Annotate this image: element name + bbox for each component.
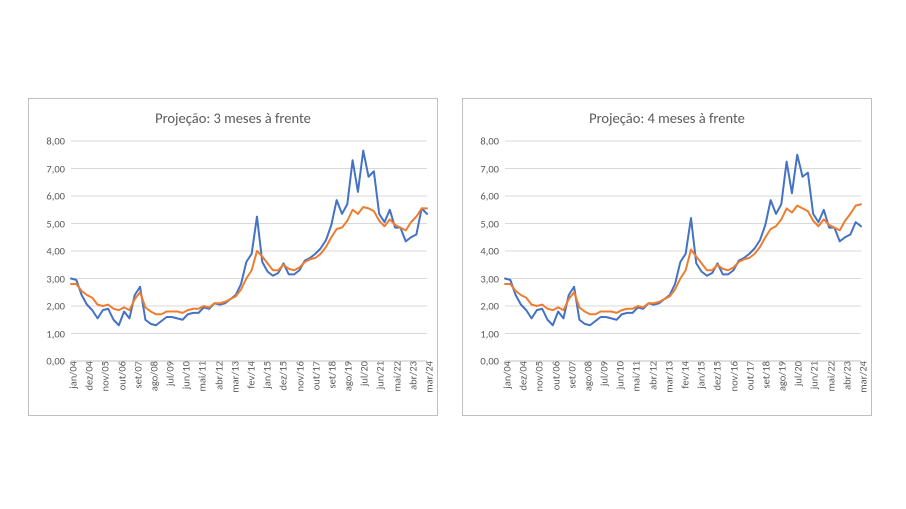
x-tick-label: set/18 [755, 361, 772, 389]
y-tick-label: 7,00 [46, 162, 71, 175]
x-tick-label: dez/15 [707, 361, 724, 391]
chart-title: Projeção: 3 meses à frente [29, 109, 437, 127]
x-tick-label: fev/14 [675, 361, 692, 389]
x-tick-label: nov/16 [723, 361, 740, 391]
y-tick-label: 6,00 [46, 190, 71, 203]
chart-panel-0: Projeção: 3 meses à frente 0,001,002,003,… [28, 98, 438, 416]
x-tick-label: abr/23 [836, 361, 853, 390]
y-tick-label: 5,00 [480, 217, 505, 230]
x-tick-label: out/17 [305, 361, 322, 390]
y-tick-label: 8,00 [480, 135, 505, 148]
x-tick-label: ago/19 [338, 361, 355, 391]
x-tick-label: mar/13 [658, 361, 675, 393]
x-tick-label: ago/08 [577, 361, 594, 391]
y-tick-label: 2,00 [480, 300, 505, 313]
chart-panel-1: Projeção: 4 meses à frente 0,001,002,003,… [462, 98, 872, 416]
x-tick-label: set/18 [321, 361, 338, 389]
x-tick-label: mai/22 [820, 361, 837, 392]
x-tick-label: nov/16 [289, 361, 306, 391]
x-tick-label: mar/24 [853, 361, 870, 393]
series-serie_azul [71, 151, 427, 326]
x-tick-label: dez/04 [513, 361, 530, 391]
plot-area: 0,001,002,003,004,005,006,007,008,00jan/… [505, 141, 861, 361]
x-tick-label: set/07 [127, 361, 144, 389]
x-tick-label: abr/12 [642, 361, 659, 390]
x-tick-label: abr/12 [208, 361, 225, 390]
y-tick-label: 6,00 [480, 190, 505, 203]
x-tick-label: ago/19 [772, 361, 789, 391]
x-tick-label: jan/04 [497, 361, 514, 389]
y-tick-label: 7,00 [480, 162, 505, 175]
x-tick-label: dez/04 [79, 361, 96, 391]
x-tick-label: set/07 [561, 361, 578, 389]
y-tick-label: 3,00 [480, 272, 505, 285]
y-tick-label: 1,00 [480, 327, 505, 340]
chart-title: Projeção: 4 meses à frente [463, 109, 871, 127]
y-tick-label: 4,00 [46, 245, 71, 258]
x-tick-label: fev/14 [241, 361, 258, 389]
x-tick-label: mai/22 [386, 361, 403, 392]
x-tick-label: jan/04 [63, 361, 80, 389]
x-tick-label: abr/23 [402, 361, 419, 390]
y-tick-label: 8,00 [46, 135, 71, 148]
x-tick-label: jun/21 [804, 361, 821, 389]
x-tick-label: jan/15 [691, 361, 708, 389]
x-tick-label: mai/11 [192, 361, 209, 392]
x-tick-label: out/06 [111, 361, 128, 390]
series-serie_azul [505, 155, 861, 326]
x-tick-label: mai/11 [626, 361, 643, 392]
x-tick-label: jun/10 [610, 361, 627, 389]
plot-area: 0,001,002,003,004,005,006,007,008,00jan/… [71, 141, 427, 361]
x-tick-label: jun/21 [370, 361, 387, 389]
x-tick-label: out/06 [545, 361, 562, 390]
x-tick-label: out/17 [739, 361, 756, 390]
y-tick-label: 4,00 [480, 245, 505, 258]
y-tick-label: 3,00 [46, 272, 71, 285]
x-tick-label: mar/24 [419, 361, 436, 393]
x-tick-label: dez/15 [273, 361, 290, 391]
x-tick-label: jun/10 [176, 361, 193, 389]
y-tick-label: 2,00 [46, 300, 71, 313]
x-tick-label: ago/08 [143, 361, 160, 391]
x-tick-label: jan/15 [257, 361, 274, 389]
y-tick-label: 1,00 [46, 327, 71, 340]
x-tick-label: mar/13 [224, 361, 241, 393]
x-tick-label: nov/05 [529, 361, 546, 391]
x-tick-label: nov/05 [95, 361, 112, 391]
y-tick-label: 5,00 [46, 217, 71, 230]
chart-panels: Projeção: 3 meses à frente 0,001,002,003,… [0, 0, 906, 509]
